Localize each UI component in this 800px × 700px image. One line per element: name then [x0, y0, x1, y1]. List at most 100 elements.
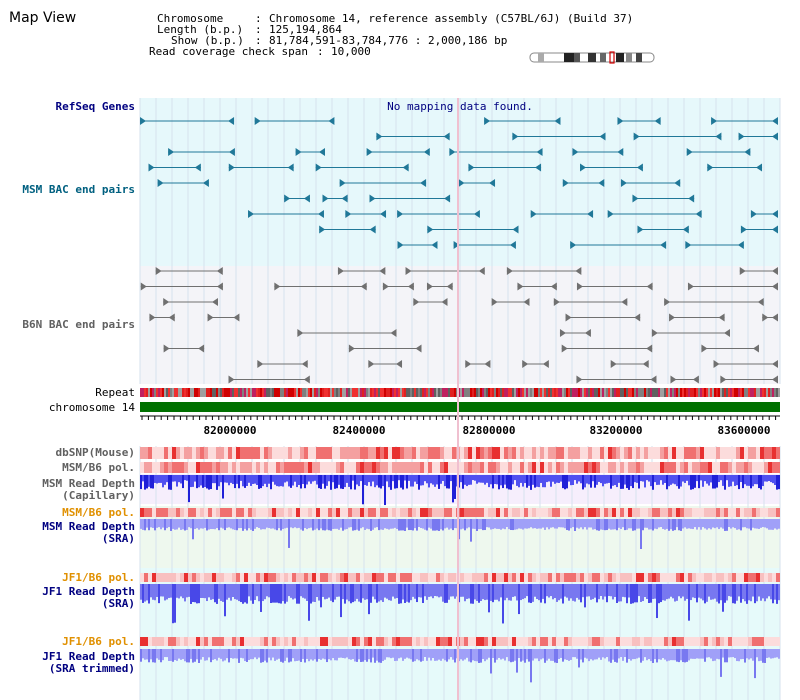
heat-cell [748, 573, 752, 582]
depth-bar [494, 584, 496, 600]
heat-cell [580, 573, 584, 582]
heat-cell [696, 573, 700, 582]
depth-bar [360, 519, 362, 529]
repeat-segment [318, 388, 320, 397]
heat-cell [348, 508, 352, 517]
heat-cell [196, 447, 200, 459]
track-label-refseq[interactable]: RefSeq Genes [55, 100, 135, 113]
depth-bar [270, 519, 272, 529]
repeat-segment [428, 388, 430, 397]
heat-cell [464, 573, 468, 582]
depth-bar [478, 649, 480, 663]
depth-bar [250, 519, 252, 530]
depth-bar [650, 519, 652, 530]
depth-bar [650, 475, 652, 487]
track-label-dbsnp[interactable]: dbSNP(Mouse) [55, 446, 135, 459]
heat-cell [312, 508, 316, 517]
b6n-bac-pair-end [669, 313, 676, 322]
depth-bar [700, 584, 702, 599]
depth-bar [710, 475, 712, 483]
depth-bar [740, 475, 742, 483]
msm-bac-pair-end [427, 225, 434, 234]
depth-bar [474, 519, 476, 529]
msm-bac-pair-end [397, 241, 404, 249]
track-label-b6n-bac[interactable]: B6N BAC end pairs [22, 318, 135, 331]
depth-bar [496, 475, 498, 485]
depth-bar [220, 475, 222, 483]
b6n-bac-features[interactable] [140, 267, 778, 384]
repeat-segment [346, 388, 348, 397]
repeat-segment [278, 388, 280, 397]
heat-cell [232, 447, 236, 459]
depth-bar [176, 584, 178, 598]
heat-cell [352, 573, 356, 582]
heat-cell [608, 573, 612, 582]
depth-bar [172, 649, 174, 662]
depth-bar [380, 584, 382, 601]
depth-bar [174, 584, 176, 623]
track-label-repeat[interactable]: Repeat [95, 386, 135, 399]
heat-cell [736, 637, 740, 646]
depth-bar [152, 649, 154, 663]
repeat-segment [688, 388, 690, 397]
heat-cell [644, 462, 648, 473]
depth-bar [702, 475, 704, 487]
heat-cell [372, 508, 376, 517]
heat-cell [668, 447, 672, 459]
track-label-jf1-depth-trimmed[interactable]: JF1 Read Depth (SRA trimmed) [42, 650, 135, 675]
heat-cell [728, 573, 732, 582]
track-label-msm-bac[interactable]: MSM BAC end pairs [22, 183, 135, 196]
track-label-chromosome[interactable]: chromosome 14 [48, 401, 135, 414]
depth-bar [712, 584, 714, 600]
track-label-msm-b6-pol-2[interactable]: MSM/B6 pol. [62, 506, 135, 519]
track-label-jf1-depth-sra[interactable]: JF1 Read Depth (SRA) [42, 585, 135, 610]
heatmap-tracks[interactable] [140, 447, 780, 646]
depth-bar [476, 649, 478, 662]
track-label-jf1-b6-pol[interactable]: JF1/B6 pol. [62, 571, 135, 584]
repeat-track[interactable] [140, 388, 780, 397]
chromosome-bar[interactable] [140, 402, 780, 412]
repeat-segment [736, 388, 738, 397]
track-label-msm-depth-capillary[interactable]: MSM Read Depth (Capillary) [42, 477, 135, 502]
depth-bar [184, 584, 186, 602]
heat-cell [600, 637, 604, 646]
depth-bar [592, 519, 594, 530]
depth-bar [628, 584, 630, 598]
repeat-segment [584, 388, 586, 397]
b6n-bac-pair-end [405, 267, 412, 275]
depth-bar [768, 475, 770, 482]
depth-bar [434, 475, 436, 487]
depth-tracks[interactable] [140, 475, 780, 683]
heat-cell [228, 447, 232, 459]
repeat-segment [580, 388, 582, 397]
depth-bar [360, 475, 362, 482]
heat-cell [168, 462, 172, 473]
repeat-segment [370, 388, 372, 397]
heat-cell [308, 447, 312, 459]
heat-cell [460, 573, 464, 582]
track-label-jf1-b6-pol-2[interactable]: JF1/B6 pol. [62, 635, 135, 648]
heat-cell [556, 462, 560, 473]
depth-bar [634, 519, 636, 531]
depth-bar [580, 649, 582, 660]
depth-bar [254, 475, 256, 484]
track-label-msm-b6-pol[interactable]: MSM/B6 pol. [62, 461, 135, 474]
repeat-segment [280, 388, 282, 397]
depth-bar [326, 649, 328, 663]
depth-bar [490, 649, 492, 674]
chromosome-ideogram[interactable] [529, 51, 655, 64]
msm-bac-pair-end [636, 163, 643, 172]
depth-bar [748, 475, 750, 486]
depth-bar [428, 649, 430, 658]
depth-bar [262, 649, 264, 663]
depth-bar [208, 649, 210, 658]
depth-bar [256, 519, 258, 528]
depth-bar [744, 584, 746, 602]
msm-bac-features[interactable] [140, 117, 778, 249]
msm-bac-pair-end [607, 210, 614, 218]
b6n-bac-pair-end [396, 360, 403, 368]
depth-bar [564, 649, 566, 660]
track-label-msm-depth-sra[interactable]: MSM Read Depth (SRA) [42, 520, 135, 545]
depth-bar [194, 584, 196, 603]
